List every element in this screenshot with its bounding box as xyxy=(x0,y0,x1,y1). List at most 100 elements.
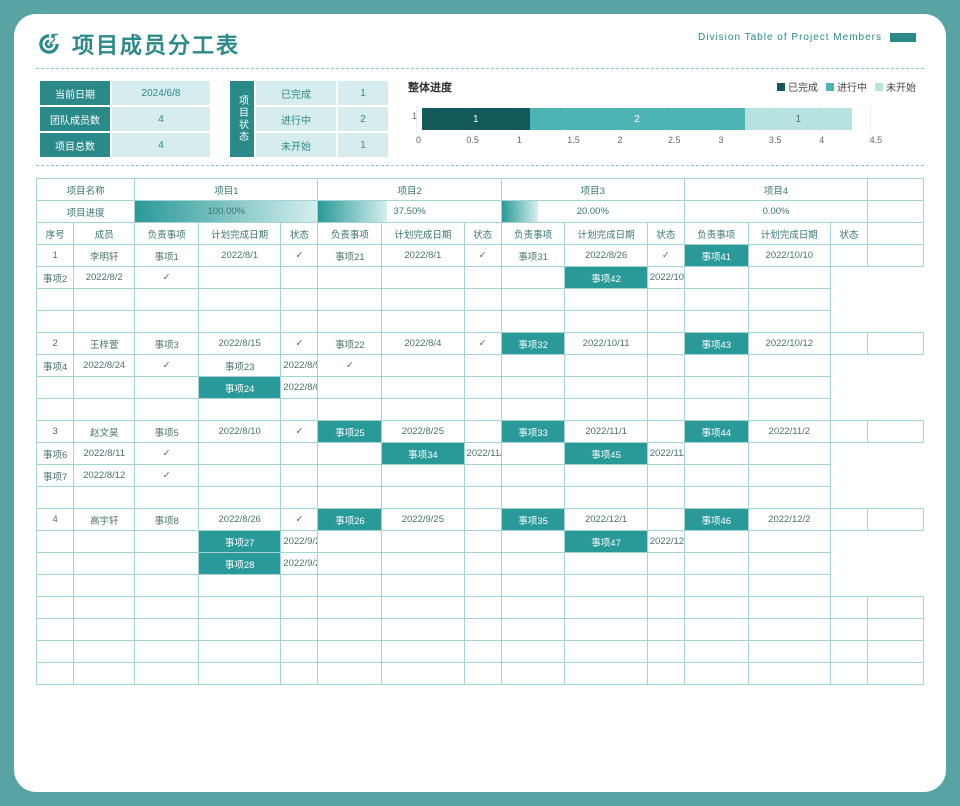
summary-label: 团队成员数 xyxy=(40,107,110,131)
task-status xyxy=(647,421,684,443)
task-date xyxy=(464,267,501,289)
task-date xyxy=(464,355,501,377)
task-date: 2022/11/2 xyxy=(464,443,501,465)
summary-label: 当前日期 xyxy=(40,81,110,105)
task-status xyxy=(318,311,382,333)
table-row xyxy=(37,399,924,421)
task-date: 2022/8/10 xyxy=(199,421,281,443)
task-cell xyxy=(565,289,647,311)
task-status xyxy=(318,531,382,553)
task-cell: 事项22 xyxy=(318,333,382,355)
task-date: 2022/8/26 xyxy=(565,245,647,267)
task-date xyxy=(647,399,684,421)
task-date xyxy=(464,311,501,333)
task-cell xyxy=(382,377,464,399)
task-status xyxy=(318,377,382,399)
task-cell xyxy=(382,531,464,553)
member-seq: 2 xyxy=(37,333,74,355)
task-date xyxy=(647,487,684,509)
task-date: 2022/11/1 xyxy=(565,421,647,443)
task-cell: 事项33 xyxy=(501,421,565,443)
page-title: 项目成员分工表 xyxy=(72,28,240,60)
table-row: 事项72022/8/12✓ xyxy=(37,465,924,487)
task-status xyxy=(684,553,748,575)
summary-value: 4 xyxy=(112,107,210,131)
task-cell xyxy=(37,377,74,399)
task-date: 2022/8/6 xyxy=(281,377,318,399)
task-cell xyxy=(199,465,281,487)
task-date: 2022/8/5 xyxy=(281,355,318,377)
divider xyxy=(36,165,924,166)
task-status xyxy=(684,311,748,333)
task-status: ✓ xyxy=(281,509,318,531)
task-status xyxy=(684,267,748,289)
division-table: 项目名称项目1项目2项目3项目4项目进度100.00%37.50%20.00%0… xyxy=(36,178,924,685)
task-cell xyxy=(199,289,281,311)
task-status xyxy=(830,509,867,531)
task-cell xyxy=(382,267,464,289)
task-cell xyxy=(199,311,281,333)
task-status xyxy=(501,531,565,553)
task-date xyxy=(281,443,318,465)
summary-label: 项目总数 xyxy=(40,133,110,157)
project-name: 项目3 xyxy=(501,179,684,201)
table-row xyxy=(37,575,924,597)
table-row: 1李明轩事项12022/8/1✓事项212022/8/1✓事项312022/8/… xyxy=(37,245,924,267)
task-status: ✓ xyxy=(318,355,382,377)
task-date xyxy=(74,289,135,311)
task-date xyxy=(281,289,318,311)
task-cell xyxy=(199,487,281,509)
task-cell xyxy=(565,377,647,399)
task-status xyxy=(464,509,501,531)
task-date xyxy=(74,311,135,333)
member-seq: 3 xyxy=(37,421,74,443)
task-date xyxy=(647,377,684,399)
task-status xyxy=(647,333,684,355)
task-status xyxy=(501,399,565,421)
project-progress: 0.00% xyxy=(684,201,867,223)
task-date xyxy=(647,311,684,333)
task-cell: 事项32 xyxy=(501,333,565,355)
task-cell xyxy=(382,487,464,509)
task-date xyxy=(281,465,318,487)
subtitle-accent xyxy=(890,33,916,42)
task-cell xyxy=(382,355,464,377)
task-date: 2022/12/1 xyxy=(565,509,647,531)
status-count: 1 xyxy=(338,133,388,157)
task-cell xyxy=(382,465,464,487)
task-cell xyxy=(37,311,74,333)
chart-bar-segment: 1 xyxy=(745,108,853,130)
task-cell: 事项28 xyxy=(199,553,281,575)
task-status xyxy=(830,421,867,443)
task-cell: 事项4 xyxy=(37,355,74,377)
task-date xyxy=(647,465,684,487)
task-status xyxy=(135,575,199,597)
table-row: 2王梓萱事项32022/8/15✓事项222022/8/4✓事项322022/1… xyxy=(37,333,924,355)
task-cell xyxy=(37,575,74,597)
task-status xyxy=(501,487,565,509)
table-row xyxy=(37,619,924,641)
task-status xyxy=(684,289,748,311)
task-date xyxy=(647,355,684,377)
task-status xyxy=(830,333,867,355)
table-row: 事项62022/8/11✓事项342022/11/2事项452022/11/3 xyxy=(37,443,924,465)
summary-left: 当前日期2024/6/8团队成员数4项目总数4 xyxy=(40,81,210,157)
task-cell: 事项41 xyxy=(684,245,748,267)
task-date xyxy=(464,575,501,597)
task-cell xyxy=(565,399,647,421)
task-status: ✓ xyxy=(281,421,318,443)
summary-value: 4 xyxy=(112,133,210,157)
task-status xyxy=(501,267,565,289)
task-date: 2022/9/27 xyxy=(281,553,318,575)
task-date xyxy=(464,377,501,399)
task-status xyxy=(830,245,867,267)
task-status xyxy=(501,311,565,333)
project-progress: 20.00% xyxy=(501,201,684,223)
task-date: 2022/8/25 xyxy=(382,421,464,443)
subtitle-text: Division Table of Project Members xyxy=(698,32,882,43)
task-cell: 事项34 xyxy=(382,443,464,465)
task-date: 2022/10/12 xyxy=(748,333,830,355)
task-cell xyxy=(565,465,647,487)
task-cell xyxy=(37,531,74,553)
task-status xyxy=(318,399,382,421)
